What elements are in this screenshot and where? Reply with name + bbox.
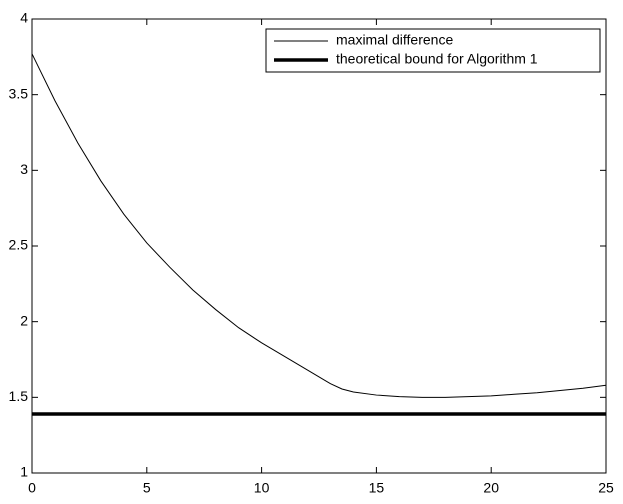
legend-label: maximal difference: [336, 32, 453, 48]
x-tick-label: 20: [483, 480, 499, 496]
y-tick-label: 4: [20, 10, 28, 26]
y-tick-label: 3.5: [9, 85, 29, 101]
legend-box: [265, 28, 601, 73]
x-tick-label: 15: [369, 480, 385, 496]
x-tick-label: 25: [598, 480, 614, 496]
y-tick-label: 2: [20, 312, 28, 328]
x-tick-label: 5: [143, 480, 151, 496]
series-line: [31, 53, 607, 398]
y-tick-label: 1.5: [9, 388, 29, 404]
y-tick-label: 2.5: [9, 237, 29, 253]
plot-area: [31, 18, 607, 474]
y-tick-label: 1: [20, 464, 28, 480]
legend-label: theoretical bound for Algorithm 1: [336, 51, 538, 67]
x-tick-label: 10: [254, 480, 270, 496]
x-tick-label: 0: [28, 480, 36, 496]
y-tick-label: 3: [20, 161, 28, 177]
